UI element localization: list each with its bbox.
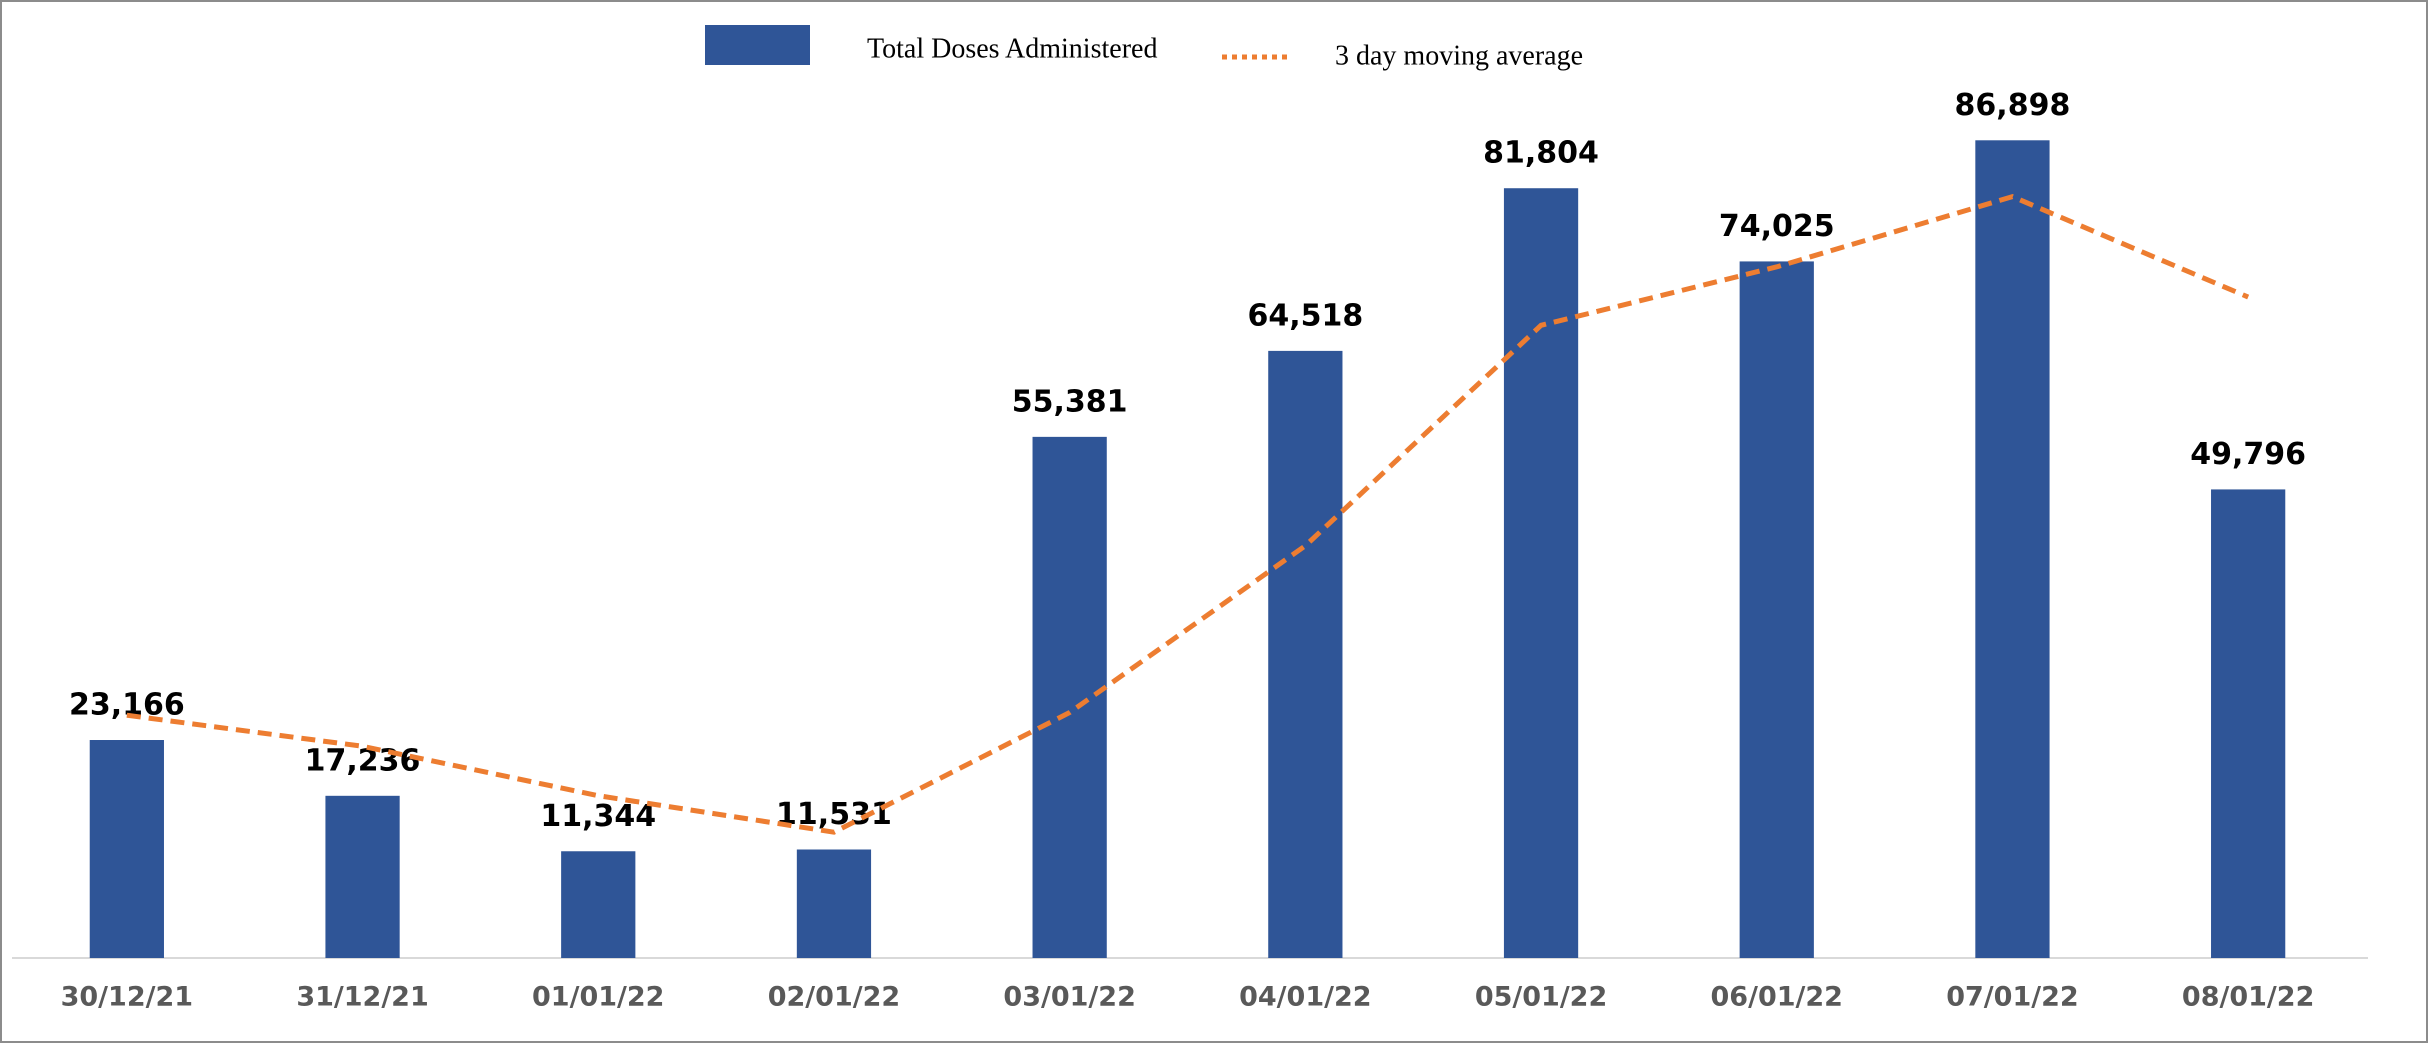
x-tick-label: 30/12/21 [61, 982, 193, 1013]
data-label: 17,236 [305, 743, 421, 778]
data-label: 81,804 [1483, 136, 1599, 171]
x-tick-label: 01/01/22 [532, 982, 664, 1013]
moving-average-line [126, 193, 2250, 835]
x-tick-label: 08/01/22 [2182, 982, 2314, 1013]
data-label: 49,796 [2190, 437, 2306, 472]
x-tick-label: 31/12/21 [296, 982, 428, 1013]
x-tick-label: 07/01/22 [1946, 982, 2078, 1013]
legend-label: Total Doses Administered [867, 33, 1157, 64]
bar [796, 849, 872, 958]
data-label: 11,344 [540, 799, 656, 834]
bar [1975, 140, 2050, 959]
data-label: 11,531 [776, 797, 892, 832]
data-label: 55,381 [1012, 384, 1128, 419]
bar [325, 795, 400, 958]
bar [1268, 350, 1343, 958]
x-tick-label: 03/01/22 [1003, 982, 1135, 1013]
data-label: 74,025 [1719, 209, 1835, 244]
data-label: 86,898 [1955, 88, 2071, 123]
bar [89, 740, 164, 958]
bar [1032, 436, 1107, 959]
x-tick-label: 02/01/22 [768, 982, 900, 1013]
x-tick-label: 06/01/22 [1711, 982, 1843, 1013]
legend-label: 3 day moving average [1335, 40, 1583, 71]
x-tick-label: 05/01/22 [1475, 982, 1607, 1013]
bar [1739, 261, 1814, 958]
bar [2211, 489, 2286, 958]
data-label: 64,518 [1247, 298, 1363, 333]
x-tick-label: 04/01/22 [1239, 982, 1371, 1013]
legend-swatch [705, 25, 810, 65]
bar [1503, 188, 1579, 958]
bar [561, 851, 636, 958]
